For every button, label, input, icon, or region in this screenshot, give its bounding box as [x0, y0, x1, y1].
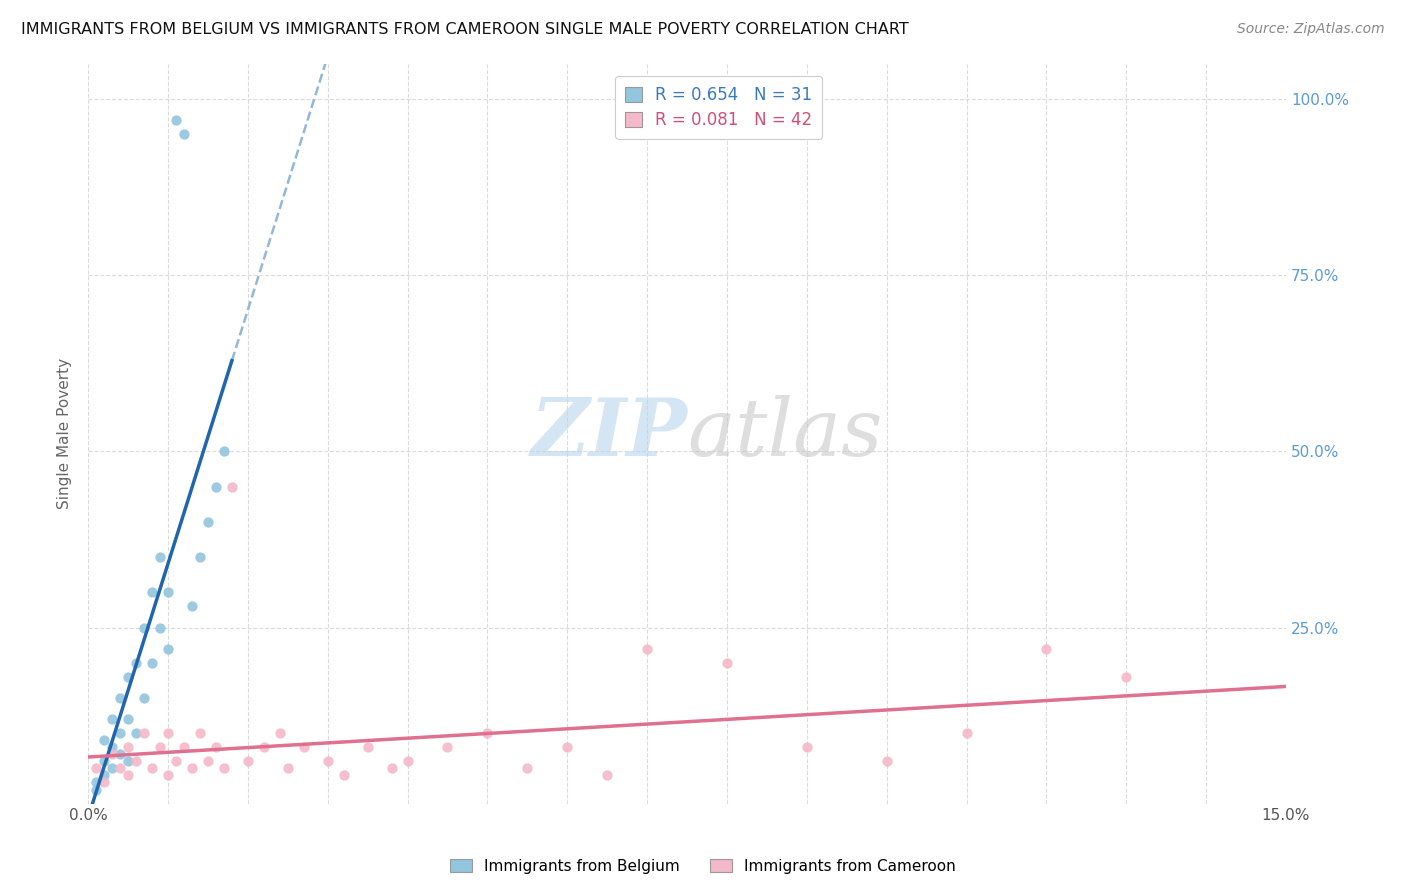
Point [197, 755, 219, 769]
Point [84, 782, 107, 797]
Point [101, 740, 124, 755]
Point [156, 726, 179, 740]
Point [636, 641, 658, 656]
Point [173, 740, 195, 755]
Point [876, 755, 898, 769]
Point [188, 550, 211, 565]
Point [93, 768, 115, 782]
Y-axis label: Single Male Poverty: Single Male Poverty [58, 359, 72, 509]
Point [1115, 670, 1137, 684]
Point [181, 761, 204, 775]
Point [292, 740, 315, 755]
Point [117, 755, 139, 769]
Point [141, 761, 163, 775]
Point [149, 621, 172, 635]
Point [277, 761, 299, 775]
Point [253, 740, 276, 755]
Point [101, 747, 124, 762]
Point [125, 755, 148, 769]
Text: ZIP: ZIP [530, 395, 688, 473]
Point [555, 740, 578, 755]
Point [381, 761, 404, 775]
Point [356, 740, 378, 755]
Point [269, 726, 291, 740]
Point [955, 726, 977, 740]
Point [396, 755, 419, 769]
Point [132, 690, 155, 705]
Point [716, 656, 738, 670]
Point [93, 755, 115, 769]
Point [156, 641, 179, 656]
Point [117, 768, 139, 782]
Point [93, 775, 115, 789]
Point [212, 761, 235, 775]
Point [117, 712, 139, 726]
Point [156, 768, 179, 782]
Point [108, 690, 131, 705]
Point [141, 585, 163, 599]
Point [516, 761, 538, 775]
Point [117, 670, 139, 684]
Point [436, 740, 458, 755]
Point [181, 599, 204, 614]
Point [316, 755, 339, 769]
Point [165, 755, 187, 769]
Point [212, 444, 235, 458]
Point [117, 740, 139, 755]
Text: IMMIGRANTS FROM BELGIUM VS IMMIGRANTS FROM CAMEROON SINGLE MALE POVERTY CORRELAT: IMMIGRANTS FROM BELGIUM VS IMMIGRANTS FR… [21, 22, 908, 37]
Point [108, 726, 131, 740]
Point [796, 740, 818, 755]
Point [1035, 641, 1057, 656]
Point [93, 733, 115, 747]
Point [221, 480, 243, 494]
Point [477, 726, 499, 740]
Point [165, 113, 187, 128]
Point [596, 768, 619, 782]
Point [125, 726, 148, 740]
Point [156, 585, 179, 599]
Point [173, 128, 195, 142]
Point [84, 761, 107, 775]
Point [236, 755, 259, 769]
Point [149, 740, 172, 755]
Point [188, 726, 211, 740]
Point [108, 747, 131, 762]
Point [108, 761, 131, 775]
Legend: Immigrants from Belgium, Immigrants from Cameroon: Immigrants from Belgium, Immigrants from… [444, 853, 962, 880]
Legend: R = 0.654   N = 31, R = 0.081   N = 42: R = 0.654 N = 31, R = 0.081 N = 42 [616, 76, 823, 139]
Point [132, 726, 155, 740]
Point [205, 480, 228, 494]
Point [197, 515, 219, 529]
Point [205, 740, 228, 755]
Point [84, 775, 107, 789]
Point [332, 768, 354, 782]
Point [125, 656, 148, 670]
Point [101, 761, 124, 775]
Text: Source: ZipAtlas.com: Source: ZipAtlas.com [1237, 22, 1385, 37]
Text: atlas: atlas [688, 395, 883, 473]
Point [141, 656, 163, 670]
Point [101, 712, 124, 726]
Point [132, 621, 155, 635]
Point [149, 550, 172, 565]
